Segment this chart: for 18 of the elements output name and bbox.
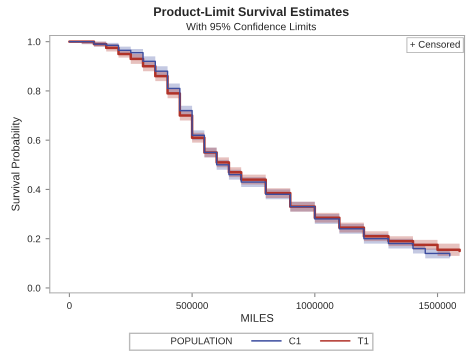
y-tick-label: 1.0: [28, 38, 40, 46]
x-tick-label: 500000: [176, 302, 208, 310]
annotation: + Censored: [410, 40, 460, 48]
legend-label: T1: [358, 338, 368, 344]
y-tick-label: 0.4: [28, 186, 40, 194]
x-tick-label: 1000000: [296, 302, 334, 310]
legend-title: POPULATION: [171, 337, 232, 344]
y-tick-label: 0.2: [28, 235, 40, 242]
y-tick-label: 0.8: [28, 88, 40, 95]
y-tick-label: 0.6: [28, 136, 40, 144]
x-tick-label: 1500000: [419, 302, 456, 310]
x-tick-label: 0: [67, 302, 72, 310]
legend-label: C1: [289, 337, 301, 344]
chart-subtitle: With 95% Confidence Limits: [186, 22, 316, 30]
y-tick-label: 0.0: [28, 284, 40, 292]
chart-title: Product-Limit Survival Estimates: [154, 6, 349, 16]
x-axis-title: MILES: [241, 314, 274, 322]
y-axis-title: Survival Probability: [11, 116, 22, 211]
